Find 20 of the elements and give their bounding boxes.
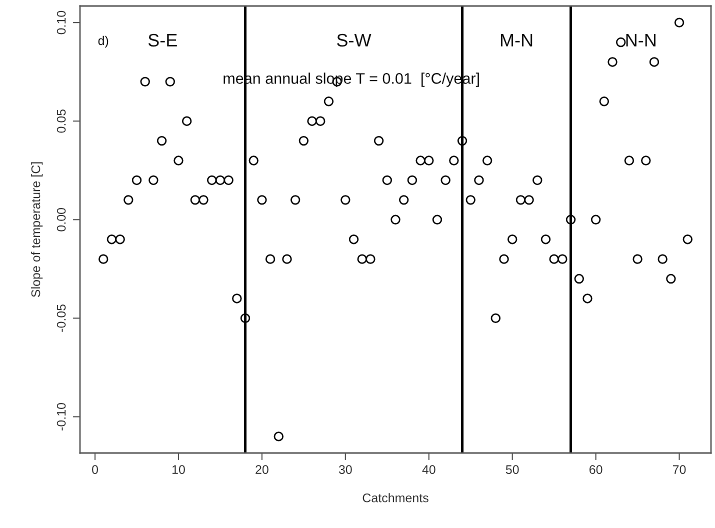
x-tick-label: 30 [338, 465, 352, 474]
y-tick-label: 0.10 [56, 10, 66, 34]
annotation: S-E [148, 34, 177, 47]
x-tick-label: 10 [172, 465, 185, 474]
x-tick-label: 70 [672, 465, 686, 474]
y-tick-label: 0.05 [56, 109, 66, 133]
annotation: S-W [337, 34, 372, 47]
annotation: d) [98, 36, 108, 48]
x-tick-label: 0 [92, 465, 98, 474]
y-tick-label: -0.10 [56, 402, 66, 430]
x-tick-label: 50 [506, 465, 519, 474]
x-tick-label: 20 [256, 465, 268, 474]
x-tick-label: 40 [422, 465, 436, 474]
x-axis-title: Catchments [362, 493, 428, 502]
y-tick-label: 0.00 [56, 208, 66, 232]
annotation: M-N [500, 34, 532, 46]
y-axis-title: Slope of temperature [C] [31, 162, 43, 298]
y-tick-label: -0.05 [56, 304, 66, 332]
x-tick-label: 60 [590, 465, 602, 474]
annotation: N-N [626, 34, 656, 46]
